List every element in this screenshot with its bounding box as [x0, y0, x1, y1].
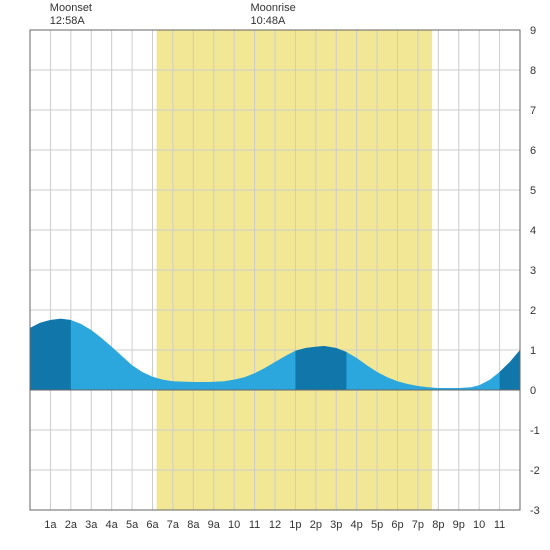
x-tick-label: 8p [432, 519, 444, 531]
x-tick-label: 7a [167, 519, 180, 531]
x-tick-label: 3p [330, 519, 342, 531]
y-tick-label: 9 [530, 25, 536, 37]
tide-chart: Moonset 12:58A Moonrise 10:48A 1a2a3a4a5… [0, 0, 550, 550]
moonrise-time: 10:48A [251, 15, 296, 28]
x-tick-label: 9p [453, 519, 465, 531]
x-tick-label: 11 [494, 519, 505, 531]
moonset-label: Moonset 12:58A [50, 2, 92, 28]
x-tick-label: 1p [289, 519, 301, 531]
x-tick-label: 1a [44, 519, 57, 531]
y-tick-label: -1 [530, 425, 540, 437]
x-tick-label: 7p [412, 519, 424, 531]
x-tick-label: 11 [249, 519, 260, 531]
x-tick-label: 10 [228, 519, 240, 531]
y-tick-label: 4 [530, 225, 536, 237]
x-tick-label: 12 [269, 519, 281, 531]
moonset-time: 12:58A [50, 15, 92, 28]
y-tick-label: -2 [530, 465, 540, 477]
x-tick-label: 10 [473, 519, 485, 531]
x-tick-label: 4p [351, 519, 363, 531]
moonrise-title: Moonrise [251, 2, 296, 15]
y-tick-label: 7 [530, 105, 536, 117]
x-tick-label: 8a [187, 519, 200, 531]
y-tick-label: 8 [530, 65, 536, 77]
y-tick-label: 2 [530, 305, 536, 317]
x-tick-label: 9a [208, 519, 221, 531]
y-tick-label: 1 [530, 345, 536, 357]
x-tick-label: 4a [106, 519, 119, 531]
moonset-title: Moonset [50, 2, 92, 15]
y-tick-label: 5 [530, 185, 536, 197]
x-tick-label: 2a [65, 519, 78, 531]
y-tick-label: 6 [530, 145, 536, 157]
moonrise-label: Moonrise 10:48A [251, 2, 296, 28]
y-tick-label: 0 [530, 385, 536, 397]
x-tick-label: 2p [310, 519, 322, 531]
y-tick-label: -3 [530, 505, 540, 517]
y-tick-label: 3 [530, 265, 536, 277]
x-tick-label: 3a [85, 519, 98, 531]
x-tick-label: 5a [126, 519, 139, 531]
x-tick-label: 5p [371, 519, 383, 531]
x-tick-label: 6p [391, 519, 403, 531]
chart-svg: 1a2a3a4a5a6a7a8a9a1011121p2p3p4p5p6p7p8p… [0, 0, 550, 550]
x-tick-label: 6a [146, 519, 159, 531]
